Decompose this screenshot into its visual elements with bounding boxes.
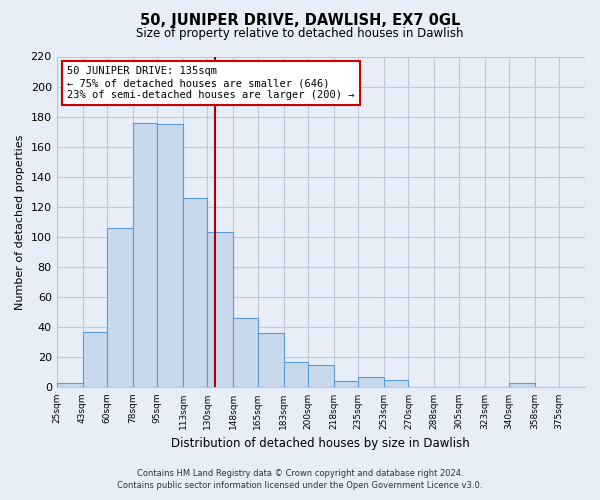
X-axis label: Distribution of detached houses by size in Dawlish: Distribution of detached houses by size … xyxy=(172,437,470,450)
Y-axis label: Number of detached properties: Number of detached properties xyxy=(15,134,25,310)
Bar xyxy=(157,124,183,388)
Text: 50 JUNIPER DRIVE: 135sqm
← 75% of detached houses are smaller (646)
23% of semi-: 50 JUNIPER DRIVE: 135sqm ← 75% of detach… xyxy=(67,66,355,100)
Bar xyxy=(384,380,409,388)
Bar xyxy=(183,198,208,388)
Bar xyxy=(358,377,384,388)
Text: Size of property relative to detached houses in Dawlish: Size of property relative to detached ho… xyxy=(136,28,464,40)
Bar xyxy=(334,382,358,388)
Bar xyxy=(509,383,535,388)
Bar xyxy=(83,332,107,388)
Text: Contains HM Land Registry data © Crown copyright and database right 2024.
Contai: Contains HM Land Registry data © Crown c… xyxy=(118,468,482,490)
Bar xyxy=(56,383,83,388)
Bar xyxy=(233,318,257,388)
Bar xyxy=(107,228,133,388)
Bar xyxy=(308,365,334,388)
Bar xyxy=(208,232,233,388)
Bar xyxy=(257,334,284,388)
Bar xyxy=(133,122,157,388)
Bar xyxy=(284,362,308,388)
Text: 50, JUNIPER DRIVE, DAWLISH, EX7 0GL: 50, JUNIPER DRIVE, DAWLISH, EX7 0GL xyxy=(140,12,460,28)
